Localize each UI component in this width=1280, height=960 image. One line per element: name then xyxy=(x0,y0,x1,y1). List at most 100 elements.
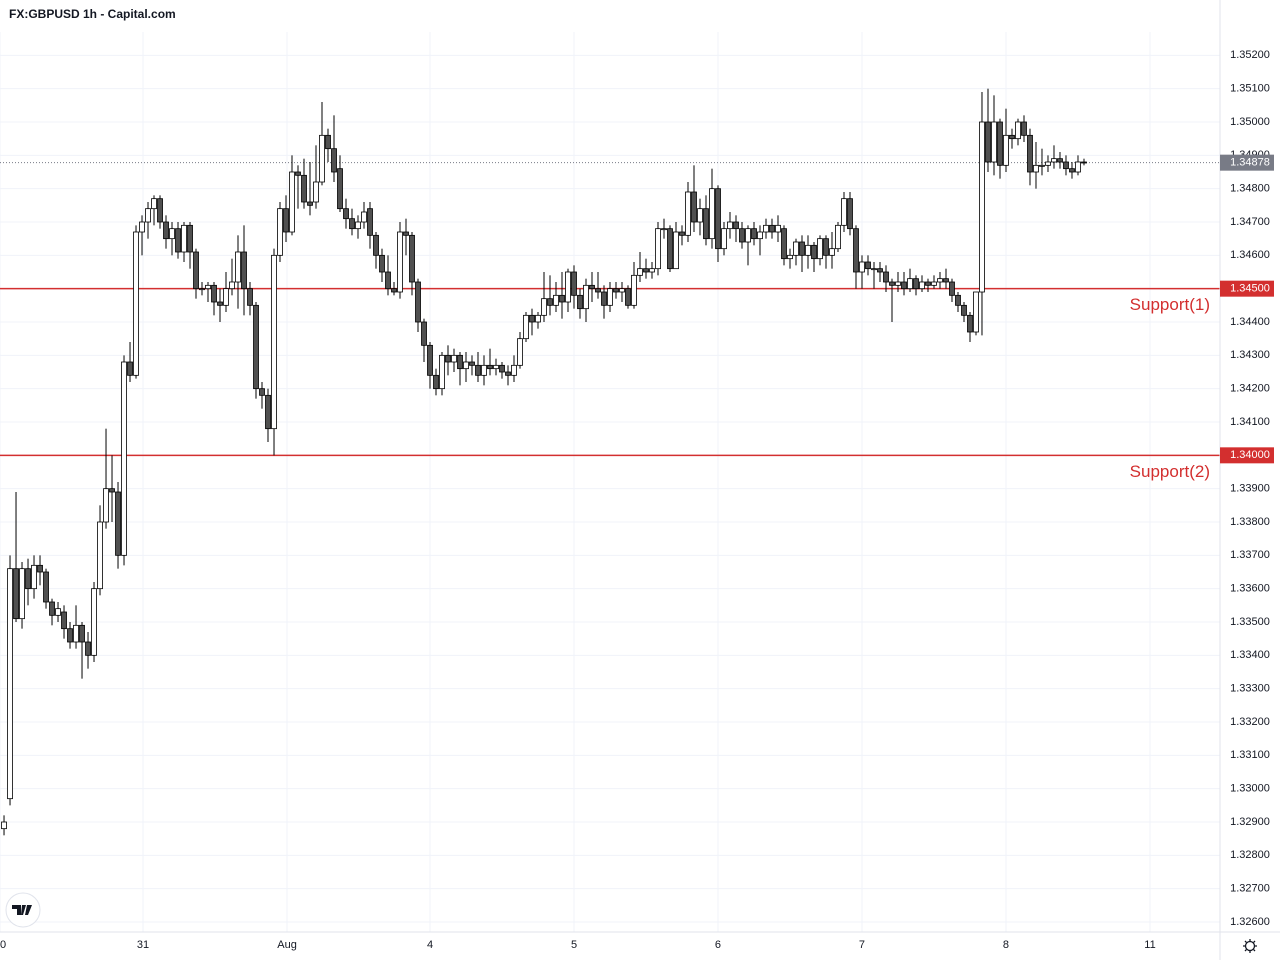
candle-body xyxy=(415,281,421,323)
x-tick-label: 4 xyxy=(427,939,433,951)
candle-body xyxy=(631,274,637,306)
candle-body xyxy=(19,568,25,620)
candle-body xyxy=(607,288,613,306)
candle-body xyxy=(673,231,679,270)
candle-body xyxy=(895,281,901,286)
candle-body xyxy=(745,228,751,243)
x-tick-label: 30 xyxy=(0,939,6,951)
candle-body xyxy=(7,568,13,800)
y-tick-label: 1.34800 xyxy=(1230,183,1270,195)
candle-body xyxy=(793,241,799,256)
candle-body xyxy=(925,281,931,286)
candle-body xyxy=(1009,134,1015,140)
candle-body xyxy=(841,198,847,226)
candle-body xyxy=(259,388,265,396)
candle-body xyxy=(787,254,793,260)
candle-body xyxy=(817,238,823,260)
candle-body xyxy=(277,208,283,256)
candle-body xyxy=(175,228,181,253)
x-tick-label: 8 xyxy=(1003,939,1009,951)
y-tick-label: 1.34400 xyxy=(1230,316,1270,328)
grid xyxy=(0,32,1220,932)
candle-body xyxy=(565,271,571,303)
candle-body xyxy=(181,224,187,253)
candle-body xyxy=(955,294,961,306)
y-tick-label: 1.33300 xyxy=(1230,683,1270,695)
candle-body xyxy=(319,134,325,183)
candle-body xyxy=(535,314,541,323)
candle-body xyxy=(889,281,895,286)
price-label: 1.34000 xyxy=(1230,449,1270,461)
candle-body xyxy=(493,364,499,370)
settings-icon[interactable] xyxy=(1243,939,1257,953)
candle-body xyxy=(679,231,685,236)
candle-body xyxy=(331,148,337,173)
candle-body xyxy=(1051,158,1057,163)
candle-body xyxy=(1069,168,1075,173)
candle-body xyxy=(349,218,355,230)
candle-body xyxy=(1003,134,1009,166)
candle-body xyxy=(865,261,871,270)
x-tick-label: 5 xyxy=(571,939,577,951)
y-tick-label: 1.35000 xyxy=(1230,116,1270,128)
candle-body xyxy=(397,231,403,293)
candle-body xyxy=(337,168,343,210)
candle-body xyxy=(223,288,229,306)
candle-body xyxy=(157,198,163,223)
candle-body xyxy=(859,261,865,273)
candle-body xyxy=(1075,161,1081,173)
candle-body xyxy=(133,231,139,376)
x-tick-label: 11 xyxy=(1144,939,1155,951)
candle-body xyxy=(991,121,997,163)
candle-body xyxy=(13,568,19,620)
candle-body xyxy=(613,288,619,293)
candle-body xyxy=(43,571,49,603)
y-tick-label: 1.35100 xyxy=(1230,83,1270,95)
candle-body xyxy=(703,208,709,240)
candle-body xyxy=(799,241,805,256)
candle-body xyxy=(127,361,133,376)
candle-body xyxy=(73,624,79,643)
candle-body xyxy=(445,354,451,363)
candle-body xyxy=(325,134,331,150)
candle-body xyxy=(919,281,925,290)
candle-body xyxy=(235,251,241,283)
candle-body xyxy=(163,221,169,240)
candle-body xyxy=(391,288,397,293)
candle-body xyxy=(835,224,841,250)
candle-body xyxy=(883,271,889,283)
candle-body xyxy=(169,228,175,240)
candle-body xyxy=(487,364,493,370)
candle-body xyxy=(247,288,253,306)
y-tick-label: 1.33000 xyxy=(1230,783,1270,795)
candle-body xyxy=(229,281,235,290)
candle-body xyxy=(103,488,109,523)
candle-body xyxy=(367,208,373,236)
candle-body xyxy=(961,304,967,316)
support-label: Support(1) xyxy=(1130,295,1210,314)
candles xyxy=(1,88,1087,836)
candle-body xyxy=(1039,164,1045,167)
candle-body xyxy=(1081,161,1087,164)
y-tick-label: 1.32900 xyxy=(1230,816,1270,828)
candle-body xyxy=(37,564,43,573)
candle-body xyxy=(499,364,505,373)
y-tick-label: 1.35200 xyxy=(1230,49,1270,61)
candle-body xyxy=(85,641,91,656)
candle-body xyxy=(577,294,583,310)
last-price-label: 1.34878 xyxy=(1230,157,1270,169)
x-tick-label: 31 xyxy=(137,939,149,951)
candle-body xyxy=(469,361,475,366)
price-label-box xyxy=(1220,280,1274,297)
candle-body xyxy=(193,251,199,290)
candle-body xyxy=(937,278,943,283)
candle-body xyxy=(661,228,667,231)
candle-body xyxy=(343,208,349,220)
candle-body xyxy=(463,361,469,370)
candle-body xyxy=(283,208,289,233)
candle-body xyxy=(595,288,601,293)
candle-body xyxy=(733,221,739,230)
candle-body xyxy=(121,361,127,556)
candle-body xyxy=(151,198,157,210)
candle-body xyxy=(505,371,511,376)
